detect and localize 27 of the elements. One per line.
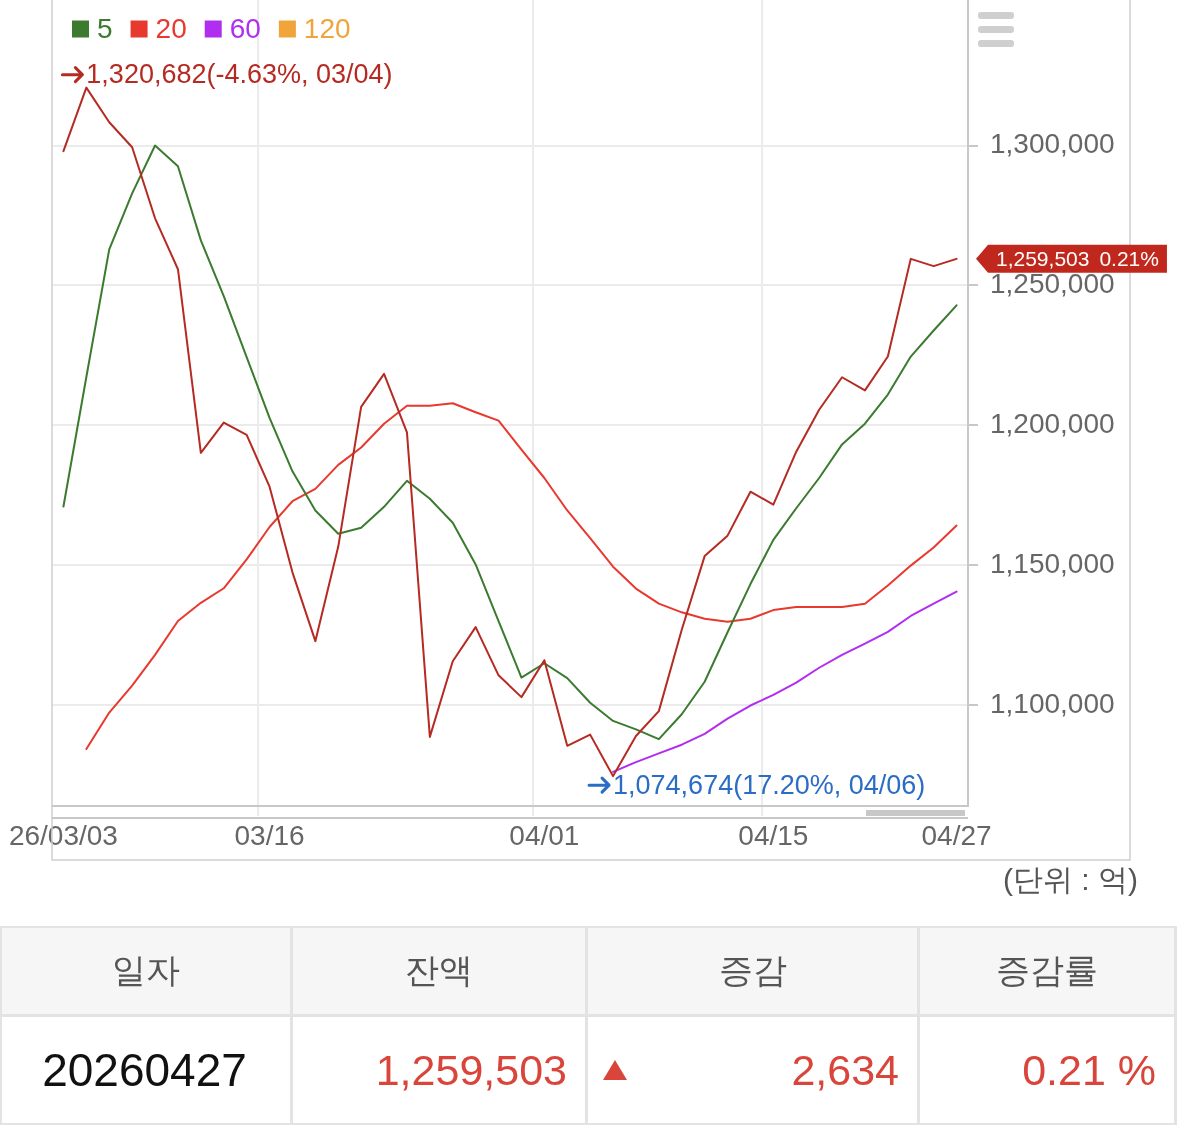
y-tick-label: 1,200,000: [990, 408, 1115, 440]
category-label: 증감률: [920, 928, 1174, 1014]
text: 1,259,503: [375, 1045, 567, 1095]
text: (단위 : 억): [1003, 863, 1138, 897]
x-tick-label: 03/16: [234, 819, 305, 851]
x-tick-label: 26/03/03: [8, 819, 118, 851]
legend-label: 120: [303, 12, 351, 44]
annotation: 1,320,682(-4.63%, 03/04): [86, 59, 393, 90]
legend-label: 60: [229, 12, 261, 44]
y-tick-label: 1,150,000: [990, 548, 1115, 580]
y-tick-label: 1,300,000: [990, 128, 1115, 160]
x-tick-label: 04/15: [738, 819, 809, 851]
x-tick-label: 04/01: [509, 819, 580, 851]
legend-label: 20: [155, 12, 187, 44]
legend-label: 5: [97, 12, 113, 44]
category-label: 잔액: [293, 928, 585, 1014]
category-label: 일자: [2, 928, 290, 1014]
text: 2,634: [791, 1045, 899, 1095]
text: 0.21 %: [1022, 1045, 1156, 1095]
y-tick-label: 1,100,000: [990, 687, 1115, 719]
annotation: 1,074,674(17.20%, 04/06): [613, 769, 926, 800]
x-tick-label: 04/27: [921, 819, 992, 851]
text: 0.21%: [1099, 246, 1159, 270]
category-label: 증감: [588, 928, 917, 1014]
text: 1,259,503: [996, 246, 1090, 270]
y-tick-label: 1,250,000: [990, 268, 1115, 300]
text: 20260427: [42, 1043, 247, 1097]
